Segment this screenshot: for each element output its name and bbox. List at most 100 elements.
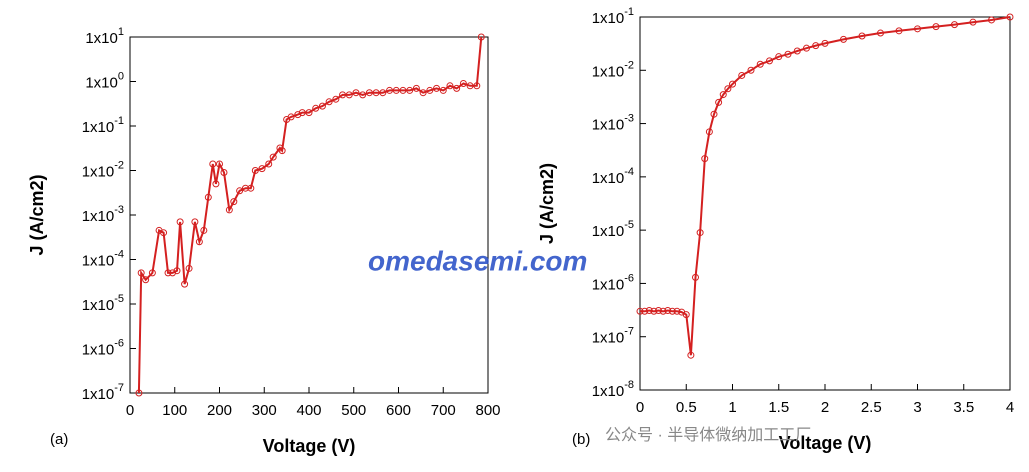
data-point	[433, 84, 441, 92]
data-point	[185, 264, 193, 272]
data-point	[812, 42, 820, 50]
x-tick-label: 200	[207, 402, 232, 419]
data-point	[176, 218, 184, 226]
data-point	[325, 98, 333, 106]
data-point	[164, 269, 172, 277]
data-point	[459, 80, 467, 88]
y-tick-label: 1x10-2	[592, 59, 634, 80]
data-point	[225, 206, 233, 214]
data-point	[840, 35, 847, 43]
data-point	[332, 95, 340, 103]
data-point	[701, 155, 709, 163]
data-point	[181, 280, 189, 288]
data-point	[668, 307, 676, 315]
data-point	[988, 16, 995, 24]
data-line	[137, 36, 483, 394]
data-point	[636, 307, 644, 315]
data-point	[738, 71, 746, 79]
x-tick-label: 500	[341, 402, 366, 419]
y-axis-title: J (A/cm2)	[537, 163, 557, 244]
x-tick-label: 2.5	[861, 399, 882, 416]
data-point	[209, 160, 217, 168]
data-point	[775, 53, 783, 61]
data-point	[659, 307, 667, 315]
data-point	[365, 89, 373, 97]
x-tick-label: 300	[252, 402, 277, 419]
data-point	[715, 98, 723, 106]
data-point	[305, 109, 313, 117]
y-axis-title: J (A/cm2)	[27, 174, 47, 255]
data-point	[655, 307, 662, 315]
data-point	[453, 84, 461, 92]
data-point	[419, 89, 427, 97]
data-point	[784, 50, 792, 58]
data-point	[258, 165, 266, 173]
data-point	[1006, 13, 1014, 21]
x-tick-label: 0	[126, 402, 134, 419]
y-tick-label: 1x10-4	[82, 248, 124, 269]
data-point	[241, 184, 249, 192]
data-point	[673, 307, 681, 315]
data-point	[426, 86, 434, 94]
data-point	[392, 86, 400, 94]
x-tick-label: 100	[162, 402, 187, 419]
data-point	[148, 269, 156, 277]
data-point	[439, 86, 447, 94]
x-tick-label: 1	[728, 399, 736, 416]
data-point	[220, 169, 228, 177]
data-point	[269, 153, 277, 161]
data-point	[278, 147, 286, 155]
data-point	[204, 193, 212, 201]
data-point	[230, 198, 238, 206]
data-point	[766, 57, 773, 65]
y-tick-label: 1x10-3	[82, 204, 124, 225]
y-tick-label: 1x10-3	[592, 112, 634, 133]
x-tick-label: 0	[636, 399, 644, 416]
data-point	[359, 91, 367, 99]
y-tick-label: 1x10-5	[592, 219, 634, 240]
data-point	[318, 102, 326, 110]
data-point	[339, 91, 347, 99]
data-point	[858, 32, 866, 40]
data-point	[466, 82, 474, 90]
data-point	[914, 25, 921, 33]
data-point	[247, 184, 255, 192]
data-point	[191, 218, 199, 226]
data-point	[195, 238, 203, 246]
data-point	[142, 276, 150, 284]
data-point	[265, 160, 273, 168]
watermark: 公众号 · 半导体微纳加工工厂	[605, 426, 811, 444]
data-point	[756, 60, 764, 68]
data-point	[793, 47, 801, 55]
x-tick-label: 4	[1006, 399, 1014, 416]
x-axis-title: Voltage (V)	[779, 433, 872, 453]
data-point	[446, 82, 454, 90]
data-point	[687, 351, 695, 359]
data-point	[664, 307, 672, 315]
plot-frame	[639, 16, 1011, 391]
data-point	[724, 85, 732, 93]
y-tick-label: 1x10-6	[592, 272, 634, 293]
y-tick-label: 1x10-5	[82, 293, 124, 314]
data-point	[932, 23, 940, 31]
data-point	[412, 84, 420, 92]
data-point	[729, 80, 736, 88]
y-tick-label: 1x100	[85, 70, 124, 91]
data-point	[650, 307, 658, 315]
y-tick-label: 1x10-7	[592, 326, 634, 347]
data-point	[719, 91, 727, 99]
x-tick-label: 400	[296, 402, 321, 419]
data-point	[951, 21, 958, 29]
y-tick-label: 1x10-2	[82, 159, 124, 180]
y-tick-label: 1x10-7	[82, 382, 124, 403]
data-point	[345, 91, 353, 99]
y-tick-label: 1x10-4	[592, 166, 634, 187]
y-tick-label: 1x10-8	[592, 379, 634, 400]
x-tick-label: 1.5	[768, 399, 789, 416]
data-point	[135, 389, 143, 397]
data-point	[298, 109, 306, 117]
data-point	[682, 311, 690, 319]
y-tick-label: 1x10-6	[82, 337, 124, 358]
data-point	[821, 39, 829, 47]
